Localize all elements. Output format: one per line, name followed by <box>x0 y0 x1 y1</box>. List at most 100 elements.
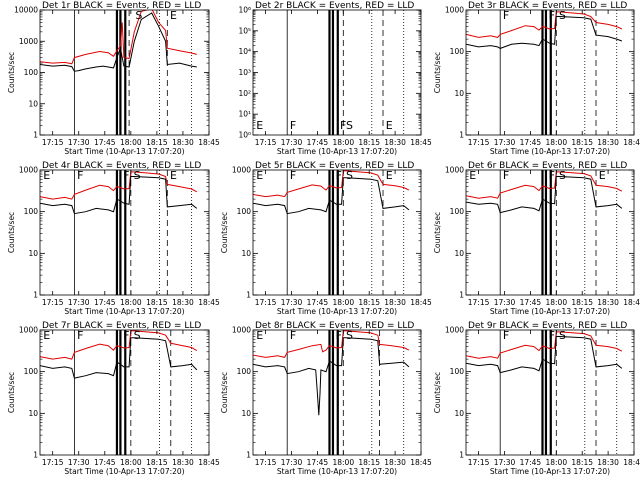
y-tick-label: 10² <box>238 89 251 98</box>
x-tick-label: 17:15 <box>42 138 64 147</box>
y-tick-label: 10⁵ <box>238 26 251 35</box>
x-tick-label: 18:45 <box>410 138 432 147</box>
x-tick-label: 18:15 <box>146 138 168 147</box>
y-tick-label: 1 <box>459 451 464 460</box>
x-tick-label: 17:30 <box>68 458 90 467</box>
y-tick-label: 100 <box>237 367 252 376</box>
x-tick-label: 18:00 <box>332 458 354 467</box>
x-tick-label: 18:15 <box>146 298 168 307</box>
chart-title: Det 4r BLACK = Events, RED = LLD <box>42 161 201 171</box>
series-events-line <box>40 12 197 72</box>
y-tick-label: 1 <box>246 451 251 460</box>
x-tick-label: 18:45 <box>198 458 220 467</box>
event-label-f: F <box>290 169 296 182</box>
y-tick-label: 1000 <box>19 166 38 175</box>
x-tick-label: 17:15 <box>255 138 277 147</box>
y-tick-label: 100 <box>450 367 465 376</box>
x-tick-label: 18:45 <box>623 298 640 307</box>
y-tick-label: 10 <box>454 249 464 258</box>
event-label-s: S <box>346 329 353 342</box>
event-label-f: F <box>549 169 555 182</box>
series-lld-line <box>40 330 198 360</box>
x-tick-label: 17:30 <box>494 458 516 467</box>
x-tick-label: 18:00 <box>332 298 354 307</box>
x-tick-label: 17:15 <box>42 298 64 307</box>
y-tick-label: 1000 <box>445 326 464 335</box>
series-lld-line <box>253 330 410 358</box>
chart-title: Det 1r BLACK = Events, RED = LLD <box>42 1 201 11</box>
y-tick-label: 10 <box>28 409 38 418</box>
x-axis-label: Start Time (10-Apr-13 17:07:20) <box>277 147 397 156</box>
x-tick-label: 18:30 <box>597 298 619 307</box>
event-label-s: S <box>559 169 566 182</box>
x-tick-label: 18:30 <box>597 458 619 467</box>
series-events-line <box>466 336 623 374</box>
plot-frame <box>252 169 422 296</box>
x-tick-label: 17:45 <box>520 458 542 467</box>
y-tick-label: 100 <box>24 68 39 77</box>
x-tick-label: 18:30 <box>384 298 406 307</box>
event-label-f: F <box>340 119 346 132</box>
y-axis-label: Counts/sec <box>7 372 16 413</box>
x-tick-label: 17:30 <box>494 298 516 307</box>
event-label-f: F <box>503 169 509 182</box>
x-tick-label: 17:15 <box>255 458 277 467</box>
x-tick-label: 18:30 <box>384 458 406 467</box>
y-tick-label: 10⁴ <box>238 47 251 56</box>
y-tick-label: 10⁶ <box>238 6 251 15</box>
y-axis-label: Counts/sec <box>433 52 442 93</box>
y-tick-label: 10 <box>28 249 38 258</box>
x-axis-label: Start Time (10-Apr-13 17:07:20) <box>64 307 184 316</box>
y-axis-label: Counts/sec <box>220 212 229 253</box>
x-axis-label: Start Time (10-Apr-13 17:07:20) <box>277 467 397 476</box>
x-axis-label: Start Time (10-Apr-13 17:07:20) <box>277 307 397 316</box>
x-tick-label: 18:45 <box>410 458 432 467</box>
event-label-e: E <box>386 169 393 182</box>
chart-title: Det 3r BLACK = Events, RED = LLD <box>468 1 627 11</box>
x-tick-label: 17:15 <box>468 458 490 467</box>
y-tick-label: 10³ <box>238 68 251 77</box>
x-tick-label: 17:30 <box>281 138 303 147</box>
x-tick-label: 17:45 <box>520 298 542 307</box>
event-label-f: F <box>336 169 342 182</box>
x-tick-label: 18:00 <box>120 298 142 307</box>
event-label-e: E <box>170 9 177 22</box>
x-tick-label: 18:15 <box>358 458 380 467</box>
y-tick-label: 1000 <box>232 326 251 335</box>
y-tick-label: 1 <box>459 131 464 140</box>
event-label-f: F <box>123 169 129 182</box>
x-tick-label: 18:30 <box>172 138 194 147</box>
chart-title: Det 6r BLACK = Events, RED = LLD <box>468 161 627 171</box>
event-label-f: F <box>503 329 509 342</box>
x-tick-label: 18:45 <box>198 138 220 147</box>
x-tick-label: 18:15 <box>358 138 380 147</box>
x-tick-label: 17:45 <box>520 138 542 147</box>
event-label-e: E <box>256 329 263 342</box>
x-tick-label: 18:15 <box>571 298 593 307</box>
event-label-e: E <box>256 169 263 182</box>
x-tick-label: 18:30 <box>597 138 619 147</box>
event-label-s: S <box>134 329 141 342</box>
event-label-e: E <box>256 119 263 132</box>
y-tick-label: 100 <box>450 47 465 56</box>
plot-frame <box>39 329 210 456</box>
chart-title: Det 9r BLACK = Events, RED = LLD <box>468 321 627 331</box>
series-events-line <box>466 176 623 214</box>
x-tick-label: 17:30 <box>281 298 303 307</box>
series-lld-line <box>466 331 623 359</box>
series-events-line <box>253 177 410 215</box>
x-axis-label: Start Time (10-Apr-13 17:07:20) <box>64 467 184 476</box>
y-tick-label: 1000 <box>445 6 464 15</box>
x-tick-label: 18:45 <box>198 298 220 307</box>
x-axis-label: Start Time (10-Apr-13 17:07:20) <box>490 307 610 316</box>
event-label-s: S <box>559 9 566 22</box>
event-label-e: E <box>599 169 606 182</box>
x-tick-label: 17:45 <box>94 298 116 307</box>
y-tick-label: 10 <box>454 89 464 98</box>
x-tick-label: 17:45 <box>307 298 329 307</box>
x-tick-label: 18:00 <box>332 138 354 147</box>
